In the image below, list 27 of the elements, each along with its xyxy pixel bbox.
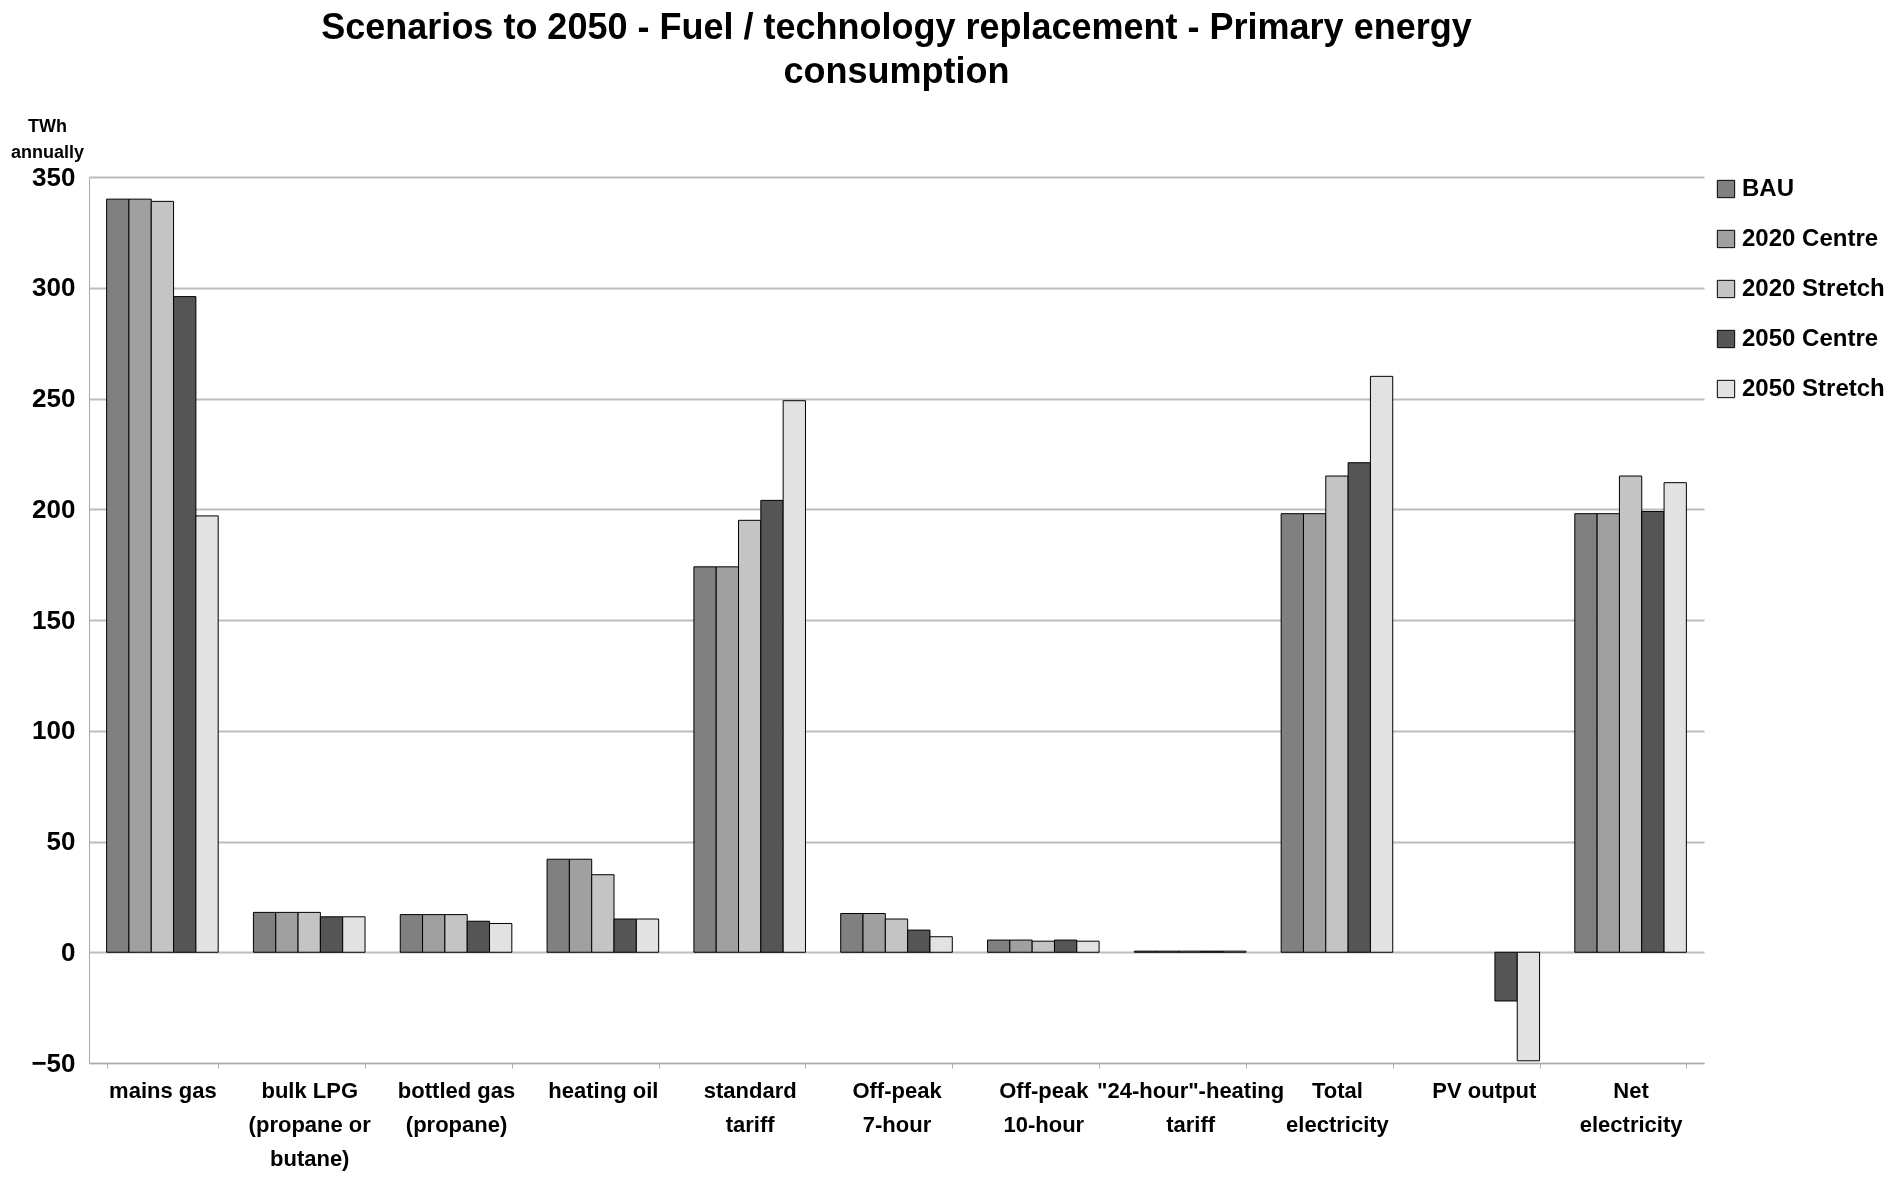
x-tick-label: bulk LPG (propane or butane) xyxy=(248,1077,372,1171)
legend-label: 2020 Centre xyxy=(1742,224,1879,251)
y-tick-label: 100 xyxy=(32,715,76,746)
x-tick-label: Off-peak 7-hour xyxy=(852,1077,943,1137)
y-tick-label: 250 xyxy=(32,383,76,413)
x-tick-label: mains gas xyxy=(109,1077,217,1103)
legend-label: 2050 Stretch xyxy=(1742,374,1885,401)
y-tick-label: 150 xyxy=(32,604,76,635)
x-tick-label: heating oil xyxy=(548,1077,659,1103)
x-tick-label: Off-peak 10-hour xyxy=(999,1077,1090,1137)
x-tick-label: Net electricity xyxy=(1579,1077,1684,1137)
legend-label: BAU xyxy=(1742,174,1794,201)
x-tick-label: PV output xyxy=(1432,1077,1537,1103)
x-tick-label: "24-hour"-heating tariff xyxy=(1097,1077,1285,1137)
y-tick-label: 350 xyxy=(32,161,76,192)
y-axis-title: TWh annually xyxy=(10,115,85,162)
y-tick-label: 0 xyxy=(61,936,76,967)
x-tick-label: bottled gas (propane) xyxy=(397,1077,516,1137)
y-tick-label: 200 xyxy=(32,493,76,524)
legend-label: 2020 Stretch xyxy=(1742,274,1885,301)
legend-label: 2050 Centre xyxy=(1742,324,1879,351)
y-tick-label: −50 xyxy=(31,1047,76,1078)
chart-title: Scenarios to 2050 - Fuel / technology replacement - Primary energy consumption xyxy=(321,6,1472,91)
y-tick-label: 50 xyxy=(46,826,76,856)
x-tick-label: Total electricity xyxy=(1286,1077,1390,1137)
x-tick-label: standard tariff xyxy=(703,1077,797,1137)
y-tick-label: 300 xyxy=(32,272,76,303)
